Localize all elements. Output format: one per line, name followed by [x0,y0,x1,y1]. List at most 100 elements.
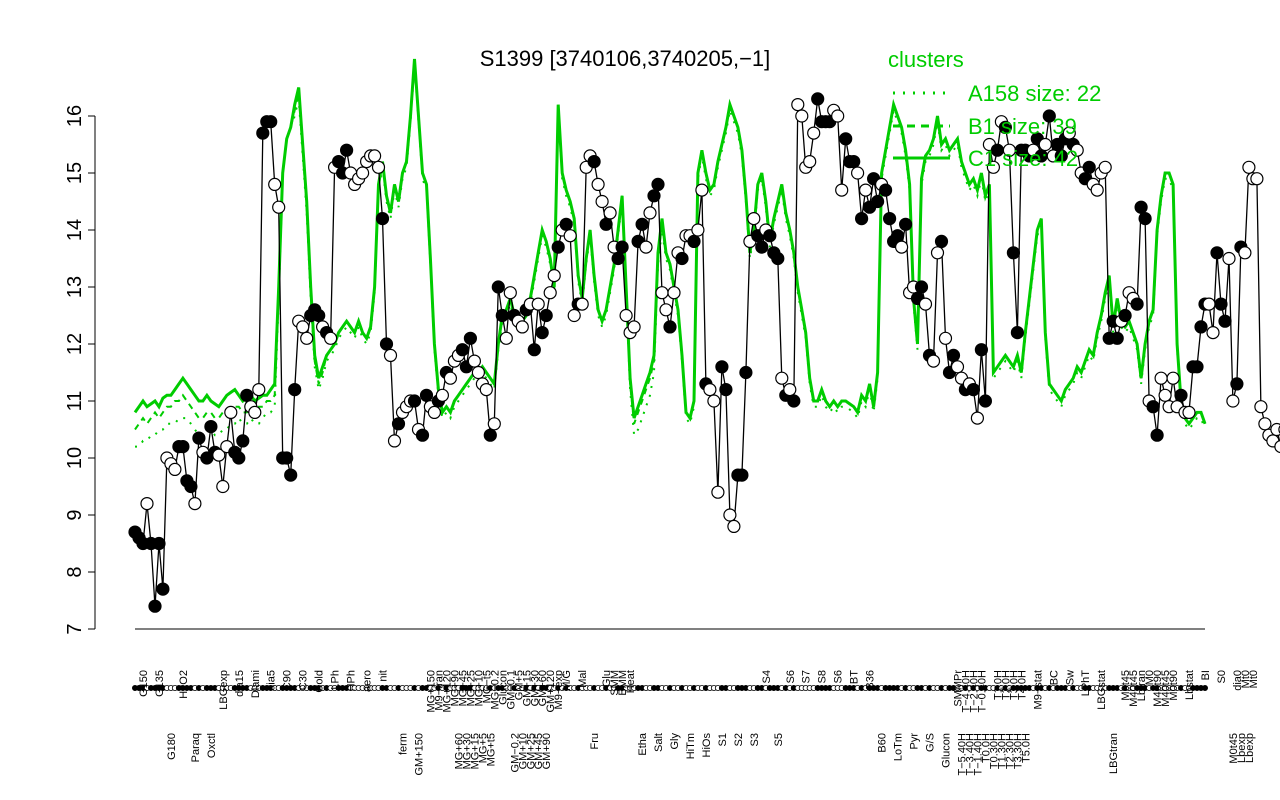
data-point [340,143,354,157]
y-axis: 7 8 9 10 11 12 13 14 15 16 [64,105,96,635]
data-point [1222,251,1236,266]
cluster-line-c1 [133,58,1207,427]
x-tick-label: SMM [609,670,621,696]
data-point [204,420,218,434]
data-point [1218,314,1232,328]
x-tick-label: M0t45 [1228,733,1240,764]
x-tick-label: MG+60 [453,733,465,769]
data-point [1154,371,1168,385]
x-tick-label: Glucon [497,670,509,705]
x-tick-label: T2.30H [1004,733,1016,769]
data-point [1202,297,1216,311]
data-point [1130,297,1144,311]
data-point [240,388,254,402]
data-point [651,177,665,191]
data-point [998,120,1013,135]
x-tick-label: T0.30H [988,733,1000,769]
data-point [527,343,541,357]
y-tick-label: 14 [64,219,86,241]
data-point [427,405,441,419]
data-point [1082,160,1096,174]
x-tick-label: nit [378,670,390,682]
data-point [379,337,394,351]
data-point [946,348,961,362]
data-point [168,462,182,476]
x-tick-label: BI [1200,670,1212,680]
data-point [559,217,573,231]
x-tick-label: M9−tran [433,670,445,711]
data-point [543,286,557,300]
x-tick-label: LoTm [893,733,905,761]
data-point [312,308,326,323]
data-point [264,115,278,129]
x-tick-label: S7 [801,670,813,683]
x-tick-label: Etha [637,732,649,756]
x-tick-label: BC [1048,670,1060,685]
data-point [1230,377,1244,391]
data-point [383,348,398,362]
x-tick-label: LBGexp [218,670,230,710]
x-tick-label: S2 [733,733,745,746]
data-point [300,331,314,345]
y-tick-label: 11 [64,391,86,412]
x-tick-label: ferm [398,733,410,755]
data-point [503,286,517,300]
legend-label-a158: A158 size: 22 [968,81,1101,106]
y-tick-label: 15 [64,162,86,184]
data-point [471,365,485,380]
data-point [978,394,993,408]
data-point [599,217,613,231]
x-tick-label: S5 [773,733,785,746]
data-point [443,371,457,385]
data-point [643,206,657,220]
x-tick-label: GM+30 [529,670,541,706]
data-point [296,320,310,334]
data-point [882,212,897,226]
data-point [1134,200,1148,214]
data-point [687,234,701,248]
x-tick-label: M40t45 [1128,670,1140,707]
data-point [974,343,989,357]
x-tick-label: G/S [925,733,937,752]
x-tick-label: MG−t5 [481,670,493,703]
x-tick-label: GM+5 [513,670,525,700]
data-point [1238,246,1252,260]
x-tick-label: T1.30H [996,733,1008,769]
data-point [252,383,266,397]
x-tick-label: MG−0.2 [489,670,501,709]
data-point [288,383,302,397]
data-point [140,497,154,511]
data-point [567,308,581,323]
data-point [639,240,653,254]
data-point [535,326,549,340]
x-tick-label: Pyr [909,733,921,750]
x-tick-label: GM+60 [537,670,549,706]
x-tick-label: LPhT [1080,670,1092,697]
x-axis: G150 G135 G180 H2O2 Paraq Oxctl LBGexp dia15 Dia… [131,628,1260,776]
x-tick-label: HiOs [701,733,713,758]
data-point [1194,320,1208,334]
x-tick-label: S3 [749,733,761,746]
data-point [663,320,677,334]
data-point [268,177,282,191]
x-tick-label: M40t45 [1160,670,1172,707]
data-point [407,394,422,408]
x-tick-label: dia5 [266,670,278,691]
x-tick-label: T−4.40H [960,670,972,713]
data-point [212,448,226,462]
data-point [771,251,785,266]
data-point [715,360,729,374]
data-point [587,155,601,169]
x-tick-label: G180 [166,733,178,760]
data-point [930,246,945,260]
y-tick-label: 16 [64,105,86,127]
data-point [284,468,298,482]
data-point [280,451,294,465]
data-point [419,388,434,402]
data-point [1242,160,1256,174]
data-point [387,434,402,448]
chart-title: S1399 [3740106,3740205,−1] [480,46,771,71]
data-point [1138,212,1152,226]
data-point [495,308,509,323]
x-tick-label: dia15 [234,670,246,697]
